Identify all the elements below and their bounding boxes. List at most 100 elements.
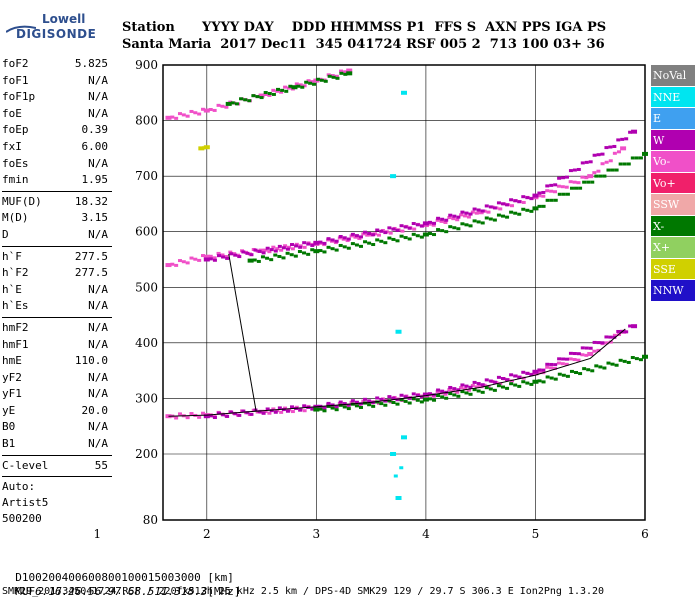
echo-trace-segment bbox=[354, 400, 359, 404]
echo-trace-segment bbox=[284, 89, 289, 93]
echo-trace-segment bbox=[234, 102, 239, 106]
echo-trace-segment bbox=[334, 74, 339, 78]
param-label: yF1 bbox=[2, 387, 22, 401]
scaled-trace-line bbox=[168, 328, 626, 417]
param-value: N/A bbox=[88, 282, 108, 296]
echo-trace-segment bbox=[451, 389, 456, 393]
echo-trace-segment bbox=[350, 242, 355, 246]
echo-point-w bbox=[203, 257, 210, 262]
distance-label: D bbox=[15, 571, 22, 584]
echo-trace-segment bbox=[580, 353, 585, 357]
echo-trace-segment bbox=[271, 88, 276, 92]
echo-trace-segment bbox=[189, 109, 194, 113]
echo-trace-segment bbox=[468, 385, 473, 389]
echo-trace-segment bbox=[537, 370, 542, 374]
echo-trace-segment bbox=[596, 169, 601, 173]
echo-trace-segment bbox=[216, 103, 221, 107]
echo-trace-segment bbox=[624, 137, 629, 141]
echo-trace-segment bbox=[283, 85, 288, 89]
echo-trace-segment bbox=[537, 191, 542, 195]
echo-trace-segment bbox=[480, 221, 485, 225]
param-row-hes: h`Es N/A bbox=[2, 298, 108, 315]
echo-trace-segment bbox=[610, 168, 615, 172]
echo-trace-segment bbox=[444, 218, 449, 222]
echo-trace-segment bbox=[338, 235, 343, 239]
echo-trace-segment bbox=[174, 116, 179, 120]
muf-label: MUF bbox=[15, 585, 36, 598]
echo-trace-segment bbox=[459, 213, 464, 217]
echo-trace-segment bbox=[505, 215, 510, 219]
echo-trace-segment bbox=[525, 208, 530, 212]
echo-trace-segment bbox=[505, 386, 510, 390]
echo-trace-segment bbox=[505, 378, 510, 382]
echo-trace-segment bbox=[427, 220, 432, 224]
echo-trace-segment bbox=[600, 341, 605, 345]
echo-trace-segment bbox=[624, 330, 629, 334]
x-tick-label: 6 bbox=[641, 527, 649, 541]
echo-trace-segment bbox=[614, 363, 619, 367]
echo-trace-segment bbox=[354, 234, 359, 238]
param-row-d: D N/A bbox=[2, 227, 108, 244]
echo-trace-segment bbox=[342, 405, 347, 409]
echo-trace-segment bbox=[367, 241, 372, 245]
echo-trace-segment bbox=[277, 244, 282, 248]
echo-trace-segment bbox=[431, 223, 436, 227]
echo-trace-segment bbox=[600, 152, 605, 156]
echo-trace-segment bbox=[230, 101, 235, 105]
echo-trace-segment bbox=[576, 358, 581, 362]
param-value: N/A bbox=[88, 90, 108, 104]
echo-trace-segment bbox=[302, 245, 307, 249]
param-row-yf2: yF2 N/A bbox=[2, 370, 108, 387]
echo-trace-segment bbox=[263, 91, 268, 95]
echo-point-nne bbox=[401, 90, 407, 95]
param-value: N/A bbox=[88, 337, 108, 351]
echo-trace-segment bbox=[572, 352, 577, 356]
echo-trace-segment bbox=[260, 255, 265, 259]
echo-trace-segment bbox=[269, 248, 274, 252]
echo-trace-segment bbox=[476, 208, 481, 212]
param-row-hme: hmE 110.0 bbox=[2, 353, 108, 370]
echo-trace-segment bbox=[290, 405, 295, 409]
echo-trace-segment bbox=[283, 244, 288, 248]
echo-trace-segment bbox=[411, 392, 416, 396]
muf-value: 6.1 bbox=[35, 585, 55, 598]
echo-trace-segment bbox=[221, 255, 226, 259]
autoscale-program: Artist5 bbox=[2, 496, 49, 510]
echo-trace-segment bbox=[517, 212, 522, 216]
param-row-foep: foEp 0.39 bbox=[2, 122, 108, 139]
echo-trace-segment bbox=[556, 361, 561, 365]
echo-trace-segment bbox=[455, 390, 460, 394]
echo-trace-segment bbox=[357, 404, 362, 408]
param-value: N/A bbox=[88, 156, 108, 170]
echo-trace-segment bbox=[435, 390, 440, 394]
logo-lowell: Lowell bbox=[42, 12, 86, 26]
muf-unit: [MHz] bbox=[207, 585, 241, 598]
echo-trace-segment bbox=[464, 223, 469, 227]
echo-trace-segment bbox=[564, 362, 569, 366]
param-row-b0: B0 N/A bbox=[2, 419, 108, 436]
echo-trace-segment bbox=[488, 205, 493, 209]
echo-point-w bbox=[532, 369, 539, 374]
echo-trace-segment bbox=[363, 397, 368, 401]
echo-trace-segment bbox=[263, 92, 268, 96]
param-value: 0.39 bbox=[81, 123, 109, 137]
echo-trace-segment bbox=[293, 254, 298, 258]
param-row-md: M(D) 3.15 bbox=[2, 210, 108, 227]
echo-trace-segment bbox=[568, 357, 573, 361]
echo-trace-segment bbox=[220, 104, 225, 108]
echo-trace-segment bbox=[395, 402, 400, 406]
echo-trace-segment bbox=[249, 253, 254, 257]
echo-trace-segment bbox=[326, 245, 331, 249]
echo-trace-segment bbox=[480, 383, 485, 387]
echo-trace-segment bbox=[267, 93, 272, 97]
echo-trace-segment bbox=[590, 369, 595, 373]
echo-point-x bbox=[422, 232, 429, 237]
echo-trace-segment bbox=[257, 249, 262, 253]
echo-trace-segment bbox=[294, 82, 299, 86]
echo-trace-segment bbox=[285, 251, 290, 255]
echo-trace-segment bbox=[181, 260, 186, 264]
muf-value: 6.9 bbox=[94, 585, 115, 598]
echo-trace-segment bbox=[259, 96, 264, 100]
echo-point-sse bbox=[203, 145, 210, 150]
x-tick-label: 4 bbox=[422, 527, 430, 541]
